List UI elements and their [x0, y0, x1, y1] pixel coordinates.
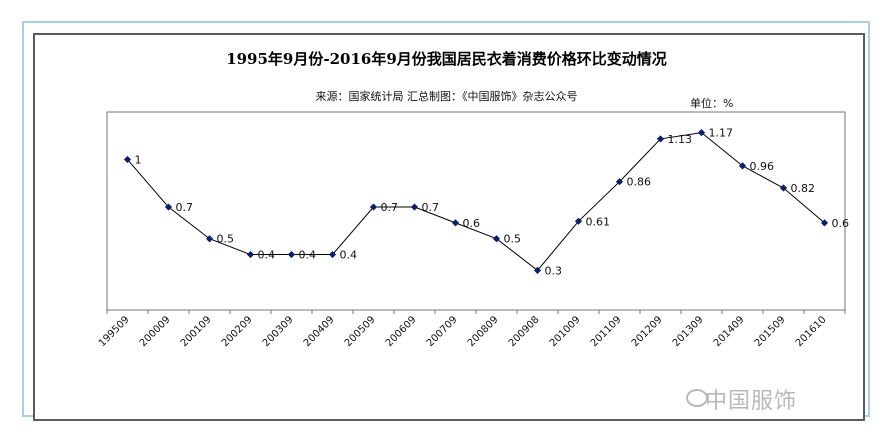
x-tick-label: 201509	[753, 314, 788, 349]
x-tick-label: 200509	[343, 314, 378, 349]
data-point	[369, 203, 378, 211]
data-label: 0.6	[832, 217, 850, 230]
data-point	[246, 250, 255, 259]
data-point	[492, 235, 501, 243]
data-label: 0.61	[586, 215, 611, 228]
data-point	[205, 235, 214, 243]
data-label: 1.13	[668, 133, 693, 146]
data-point	[123, 155, 132, 164]
data-label: 0.4	[258, 249, 276, 262]
wechat-icon	[686, 389, 708, 407]
x-tick-label: 200009	[138, 314, 173, 349]
x-tick-label: 199509	[97, 314, 132, 349]
x-tick-label: 200709	[425, 314, 460, 349]
unit-label: 单位：%	[690, 97, 734, 110]
data-point	[738, 162, 747, 170]
data-point	[615, 178, 624, 186]
data-point	[656, 135, 665, 143]
x-tick-label: 200908	[507, 314, 542, 349]
x-tick-label: 200209	[220, 314, 255, 349]
x-tick-label: 200609	[384, 314, 419, 349]
x-tick-label: 200409	[302, 314, 337, 349]
x-tick-label: 201209	[630, 314, 665, 349]
data-label: 0.5	[217, 233, 235, 246]
chart-title: 1995年9月份-2016年9月份我国居民衣着消费价格环比变动情况	[226, 50, 667, 68]
x-tick-label: 200309	[261, 314, 296, 349]
watermark-text: 中国服饰	[705, 389, 798, 414]
x-tick-label: 201409	[712, 314, 747, 349]
data-label: 1.17	[709, 127, 734, 140]
chart-subtitle: 来源：国家统计局 汇总制图：《中国服饰》杂志公众号	[315, 90, 578, 103]
x-tick-label: 201610	[794, 314, 829, 349]
data-point	[164, 203, 173, 211]
series-line	[127, 132, 825, 272]
data-label: 0.4	[299, 249, 317, 262]
data-point	[574, 217, 583, 225]
data-point	[410, 203, 419, 211]
data-label: 0.4	[340, 249, 358, 262]
data-point	[287, 250, 296, 259]
data-point	[533, 266, 542, 274]
data-label: 0.86	[627, 176, 652, 189]
data-label: 0.7	[381, 201, 399, 214]
data-label: 0.7	[422, 201, 440, 214]
x-tick-label: 201109	[589, 314, 624, 349]
data-label: 0.5	[504, 233, 522, 246]
data-label: 0.96	[750, 160, 775, 173]
data-label: 0.82	[791, 182, 816, 195]
data-label: 0.6	[463, 217, 481, 230]
x-tick-label: 200809	[466, 314, 501, 349]
data-point	[779, 184, 788, 192]
chart-frame	[33, 33, 865, 421]
data-point	[328, 250, 337, 259]
data-label: 1	[135, 154, 142, 167]
data-point	[820, 219, 829, 227]
data-label: 0.3	[545, 264, 563, 277]
x-tick-label: 201009	[548, 314, 583, 349]
data-label: 0.7	[176, 201, 194, 214]
x-tick-label: 200109	[179, 314, 214, 349]
x-tick-label: 201309	[671, 314, 706, 349]
plot-area	[106, 111, 846, 311]
data-point	[451, 219, 460, 227]
data-point	[697, 128, 706, 137]
